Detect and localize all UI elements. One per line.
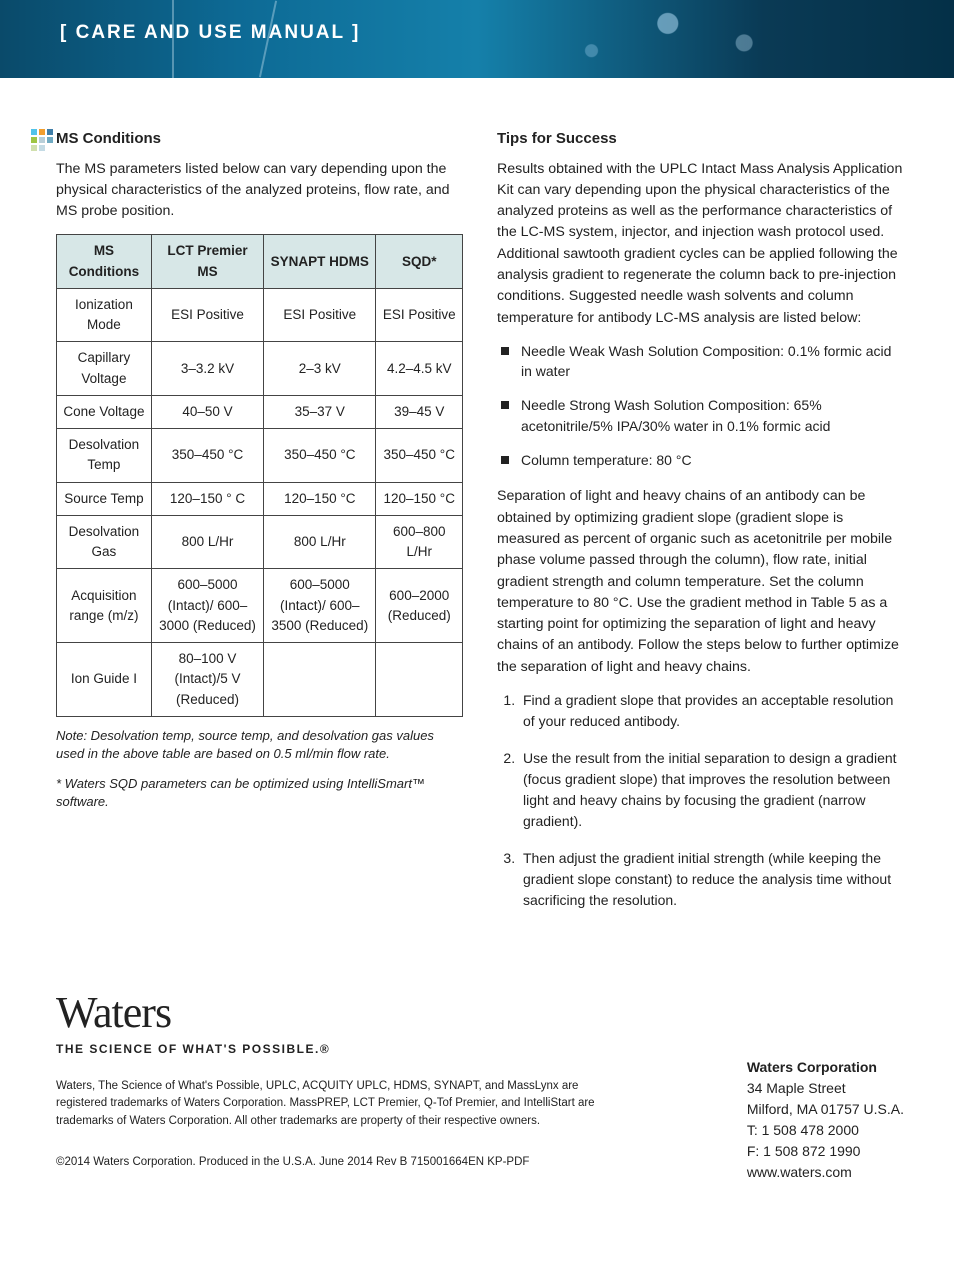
address-line-2: Milford, MA 01757 U.S.A. <box>747 1099 904 1120</box>
table-row: Desolvation Temp350–450 °C350–450 °C350–… <box>57 429 463 483</box>
page-title: [ CARE AND USE MANUAL ] <box>60 22 360 44</box>
table-cell: Ion Guide I <box>57 643 152 717</box>
step-item: Use the result from the initial separati… <box>519 748 904 832</box>
table-row: Source Temp120–150 ° C120–150 °C120–150 … <box>57 482 463 515</box>
table-cell: ESI Positive <box>264 288 376 342</box>
address-fax: F: 1 508 872 1990 <box>747 1141 904 1162</box>
table-cell: 4.2–4.5 kV <box>376 342 463 396</box>
ms-conditions-heading: MS Conditions <box>56 128 463 151</box>
table-cell: 600–5000 (Intact)/ 600–3000 (Reduced) <box>151 569 263 643</box>
table-cell: 40–50 V <box>151 395 263 428</box>
table-row: Capillary Voltage3–3.2 kV2–3 kV4.2–4.5 k… <box>57 342 463 396</box>
table-cell: 120–150 ° C <box>151 482 263 515</box>
table-header: LCT Premier MS <box>151 235 263 289</box>
table-note-1: Note: Desolvation temp, source temp, and… <box>56 727 463 763</box>
tips-bullets: Needle Weak Wash Solution Composition: 0… <box>501 341 904 470</box>
address-line-1: 34 Maple Street <box>747 1078 904 1099</box>
table-cell: 350–450 °C <box>264 429 376 483</box>
table-row: Ion Guide I80–100 V (Intact)/5 V (Reduce… <box>57 643 463 717</box>
pixel-decor-icon <box>30 128 54 152</box>
table-row: Cone Voltage40–50 V35–37 V39–45 V <box>57 395 463 428</box>
legal-text: Waters, The Science of What's Possible, … <box>56 1078 616 1130</box>
table-header: SYNAPT HDMS <box>264 235 376 289</box>
tips-steps: Find a gradient slope that provides an a… <box>519 690 904 911</box>
table-cell: Cone Voltage <box>57 395 152 428</box>
table-cell: 350–450 °C <box>376 429 463 483</box>
table-note-2: * Waters SQD parameters can be optimized… <box>56 775 463 811</box>
right-column: Tips for Success Results obtained with t… <box>497 128 904 927</box>
table-cell: 600–800 L/Hr <box>376 515 463 569</box>
table-cell: Ionization Mode <box>57 288 152 342</box>
table-cell: 800 L/Hr <box>264 515 376 569</box>
ms-conditions-intro: The MS parameters listed below can vary … <box>56 159 463 223</box>
table-cell: 600–5000 (Intact)/ 600–3500 (Reduced) <box>264 569 376 643</box>
tagline: THE SCIENCE OF WHAT'S POSSIBLE.® <box>56 1042 904 1056</box>
tips-para-1: Results obtained with the UPLC Intact Ma… <box>497 159 904 329</box>
table-cell: Source Temp <box>57 482 152 515</box>
address-block: Waters Corporation 34 Maple Street Milfo… <box>747 1057 904 1183</box>
table-cell <box>376 643 463 717</box>
company-name: Waters Corporation <box>747 1057 904 1078</box>
left-column: MS Conditions The MS parameters listed b… <box>56 128 463 927</box>
list-item: Needle Weak Wash Solution Composition: 0… <box>501 341 904 382</box>
table-cell: 600–2000 (Reduced) <box>376 569 463 643</box>
table-cell: 80–100 V (Intact)/5 V (Reduced) <box>151 643 263 717</box>
table-cell: ESI Positive <box>376 288 463 342</box>
table-cell <box>264 643 376 717</box>
table-cell: 120–150 °C <box>376 482 463 515</box>
table-cell: 35–37 V <box>264 395 376 428</box>
table-cell: 2–3 kV <box>264 342 376 396</box>
table-cell: 39–45 V <box>376 395 463 428</box>
table-row: Desolvation Gas800 L/Hr800 L/Hr600–800 L… <box>57 515 463 569</box>
table-cell: ESI Positive <box>151 288 263 342</box>
table-cell: Desolvation Gas <box>57 515 152 569</box>
list-item: Needle Strong Wash Solution Composition:… <box>501 395 904 436</box>
tips-heading: Tips for Success <box>497 128 904 151</box>
table-row: Acquisition range (m/z)600–5000 (Intact)… <box>57 569 463 643</box>
table-header: MS Conditions <box>57 235 152 289</box>
table-cell: Desolvation Temp <box>57 429 152 483</box>
footer: Waters THE SCIENCE OF WHAT'S POSSIBLE.® … <box>0 957 954 1198</box>
table-row: Ionization ModeESI PositiveESI PositiveE… <box>57 288 463 342</box>
ms-conditions-table: MS ConditionsLCT Premier MSSYNAPT HDMSSQ… <box>56 234 463 717</box>
tips-para-2: Separation of light and heavy chains of … <box>497 486 904 678</box>
address-web: www.waters.com <box>747 1162 904 1183</box>
step-item: Find a gradient slope that provides an a… <box>519 690 904 732</box>
table-cell: 800 L/Hr <box>151 515 263 569</box>
step-item: Then adjust the gradient initial strengt… <box>519 848 904 911</box>
waters-logo: Waters <box>56 987 904 1038</box>
header-banner: [ CARE AND USE MANUAL ] <box>0 0 954 78</box>
table-header: SQD* <box>376 235 463 289</box>
address-tel: T: 1 508 478 2000 <box>747 1120 904 1141</box>
content-columns: MS Conditions The MS parameters listed b… <box>0 78 954 957</box>
table-cell: Capillary Voltage <box>57 342 152 396</box>
table-cell: 3–3.2 kV <box>151 342 263 396</box>
table-cell: 120–150 °C <box>264 482 376 515</box>
table-cell: Acquisition range (m/z) <box>57 569 152 643</box>
list-item: Column temperature: 80 °C <box>501 450 904 470</box>
table-cell: 350–450 °C <box>151 429 263 483</box>
